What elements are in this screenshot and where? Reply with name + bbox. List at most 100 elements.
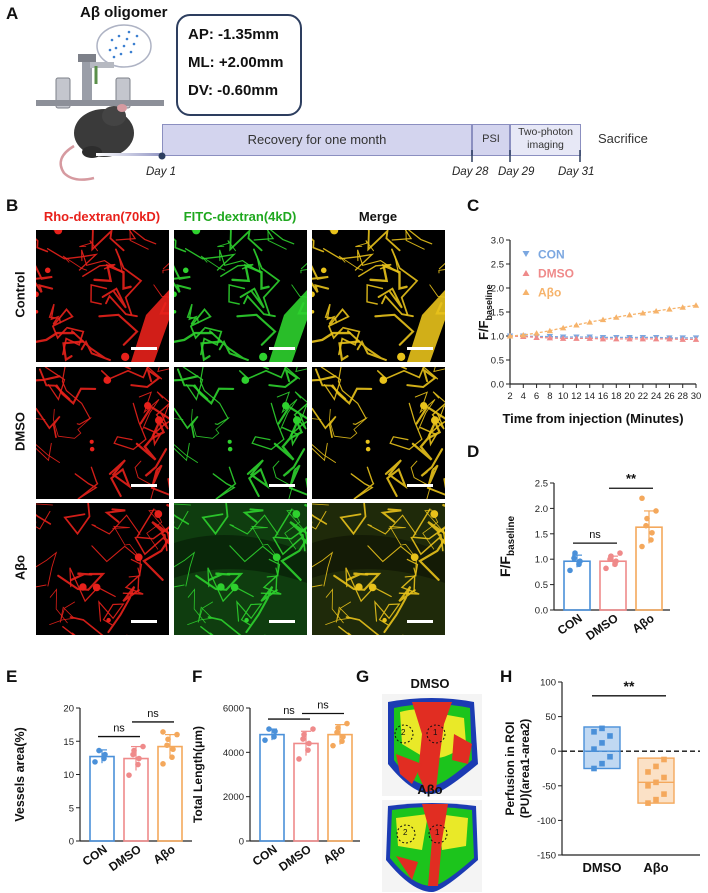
data-point bbox=[666, 306, 673, 312]
vessel-segment bbox=[199, 367, 229, 426]
data-point bbox=[165, 736, 171, 743]
vessel-segment bbox=[101, 287, 127, 309]
cell-spot bbox=[230, 583, 239, 592]
bar bbox=[259, 733, 285, 842]
large-vessel bbox=[269, 290, 307, 362]
vessel-segment bbox=[253, 230, 295, 245]
y-axis-label: F/Fbaseline bbox=[497, 516, 517, 577]
y-tick-label: 0 bbox=[69, 837, 74, 848]
vessel-segment bbox=[46, 248, 99, 271]
vessel-segment bbox=[345, 616, 404, 635]
vessel-segment bbox=[212, 466, 237, 499]
vessel-segment bbox=[193, 384, 235, 405]
cell-spot bbox=[227, 439, 232, 444]
chart-c-xlabel: Time from injection (Minutes) bbox=[502, 411, 684, 426]
vessel-segment bbox=[406, 367, 437, 389]
vessel-segment bbox=[61, 367, 91, 426]
data-point bbox=[599, 725, 605, 732]
vessel-segment bbox=[384, 459, 408, 498]
vessel-segment bbox=[324, 303, 338, 325]
stereotaxic-mouse-illustration bbox=[36, 54, 164, 181]
y-tick-label: 20 bbox=[63, 704, 74, 715]
data-point bbox=[639, 309, 647, 316]
vessel-segment bbox=[312, 407, 337, 439]
data-point bbox=[135, 761, 141, 768]
vessel-segment bbox=[246, 459, 270, 498]
vessel-segment bbox=[331, 384, 373, 405]
vessel-segment bbox=[325, 601, 352, 626]
y-tick-label: 10 bbox=[63, 770, 74, 781]
vessel-segment bbox=[107, 585, 140, 634]
vessel-segment bbox=[329, 408, 368, 439]
recovery-label: Recovery for one month bbox=[247, 132, 387, 147]
vessel-segment bbox=[36, 331, 75, 343]
data-point bbox=[653, 508, 659, 514]
y-axis-label-subscript: baseline bbox=[484, 284, 494, 320]
vessel-segment bbox=[104, 508, 126, 523]
data-point bbox=[645, 783, 651, 789]
data-point bbox=[164, 742, 170, 749]
vessel-segment bbox=[49, 601, 76, 626]
data-point bbox=[666, 335, 673, 342]
vessel-segment bbox=[200, 326, 223, 356]
vessel-segment bbox=[253, 248, 281, 316]
data-point bbox=[559, 335, 567, 341]
legend-marker bbox=[522, 251, 530, 257]
vessel-segment bbox=[79, 240, 98, 252]
vessel-segment bbox=[420, 448, 444, 477]
vessel-segment bbox=[74, 466, 99, 499]
cell-spot bbox=[420, 401, 428, 410]
data-point bbox=[136, 755, 142, 762]
x-tick-label: Aβo bbox=[630, 611, 657, 636]
vessel-segment bbox=[49, 588, 68, 624]
x-tick-label: CON bbox=[80, 842, 110, 869]
vessel-segment bbox=[36, 510, 51, 530]
data-point bbox=[301, 731, 307, 738]
data-point bbox=[652, 335, 660, 342]
y-axis-label-subscript: baseline bbox=[506, 516, 517, 556]
data-point bbox=[653, 763, 659, 770]
vessel-segment bbox=[312, 514, 328, 525]
vessel-segment bbox=[229, 514, 279, 535]
micrograph-abo-fitc bbox=[174, 503, 307, 635]
y-tick-label: 6000 bbox=[223, 704, 244, 715]
vessel-segment bbox=[410, 532, 445, 556]
vessel-segment bbox=[53, 408, 92, 439]
vessel-segment bbox=[146, 367, 163, 380]
vessel-segment bbox=[156, 391, 169, 421]
x-tick-label: 28 bbox=[677, 391, 688, 402]
data-point bbox=[546, 327, 554, 334]
vessel-segment bbox=[312, 442, 336, 463]
y-tick-label: 50 bbox=[545, 712, 556, 723]
dark-band bbox=[174, 535, 307, 583]
x-tick-label: DMSO bbox=[276, 842, 314, 874]
y-tick-label: 2.0 bbox=[535, 504, 548, 515]
psi-bar: PSI bbox=[472, 124, 510, 156]
vessel-segment bbox=[153, 284, 169, 298]
vessel-segment bbox=[217, 240, 236, 252]
vessel-segment bbox=[184, 248, 237, 271]
panel-letter-h: H bbox=[500, 667, 513, 686]
vessel-segment bbox=[338, 255, 364, 271]
data-point bbox=[573, 335, 580, 341]
panel-letter-e: E bbox=[6, 667, 18, 686]
y-tick-label: 1.5 bbox=[491, 308, 504, 319]
data-point bbox=[643, 522, 649, 529]
day-1-label: Day 1 bbox=[146, 166, 177, 178]
laser-speckle-image-abo: 2 1 bbox=[382, 800, 482, 892]
vessel-segment bbox=[312, 510, 327, 530]
y-axis-label: Vessels area(%) bbox=[13, 727, 27, 822]
scale-bar bbox=[407, 620, 433, 623]
vessel-segment bbox=[174, 551, 196, 588]
y-tick-label: 1.0 bbox=[535, 555, 548, 566]
cell-spot bbox=[244, 617, 249, 623]
y-tick-label: 4000 bbox=[223, 748, 244, 759]
data-point bbox=[335, 725, 341, 731]
data-point bbox=[599, 316, 607, 323]
vessel-image bbox=[174, 503, 307, 635]
vessel-segment bbox=[339, 503, 367, 536]
vessel-segment bbox=[406, 558, 419, 576]
x-tick-label: 6 bbox=[534, 391, 539, 402]
vessel-segment bbox=[291, 284, 307, 298]
data-point bbox=[653, 779, 659, 786]
